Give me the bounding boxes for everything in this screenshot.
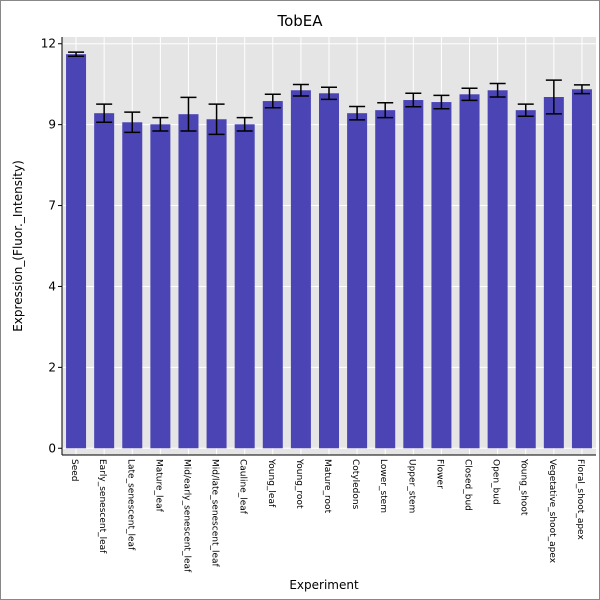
y-tick-label: 2 (48, 360, 56, 374)
error-bar (405, 92, 422, 108)
bar (543, 97, 564, 449)
bar (178, 114, 199, 449)
bar (66, 54, 87, 449)
bar (571, 89, 592, 449)
x-tick-label: Floral_shoot_apex (575, 459, 585, 540)
y-tick-label: 9 (48, 118, 56, 132)
bar (319, 93, 339, 449)
chart-title: TobEA (276, 12, 323, 30)
x-tick-label: Mature_leaf (153, 459, 163, 513)
x-tick-label: Seed (69, 459, 79, 482)
error-bar (321, 86, 337, 101)
x-tick-label: Mid/late_senescent_leaf (210, 459, 220, 568)
x-tick-label: Flower (434, 459, 444, 489)
x-tick-label: Young_root (294, 458, 304, 509)
bar (403, 100, 424, 449)
x-tick-label: Cotyledons (350, 459, 360, 510)
error-bar (208, 103, 225, 136)
x-tick-label: Mature_root (322, 459, 332, 514)
bar (290, 90, 311, 449)
error-bar (377, 101, 394, 119)
x-tick-label: Lower_stem (378, 459, 388, 513)
x-tick-label: Mid/early_senescent_leaf (181, 459, 191, 573)
error-bar (517, 103, 534, 117)
error-bar (264, 93, 281, 109)
x-tick-label: Vegetative_shoot_apex (547, 459, 557, 564)
bar (94, 113, 115, 449)
bar (347, 113, 368, 449)
bar (262, 101, 283, 449)
y-tick-label: 0 (48, 441, 56, 455)
bar (487, 90, 508, 449)
bar (150, 124, 171, 449)
y-axis-label: Expression_(Fluor._Intensity) (11, 160, 25, 332)
x-tick-label: Young_leaf (266, 458, 276, 508)
error-bar (573, 84, 590, 95)
x-tick-label: Young_shoot (519, 458, 529, 516)
error-bar (152, 116, 169, 132)
error-bar (349, 105, 366, 121)
bar (515, 110, 536, 449)
x-tick-label: Open_bud (491, 459, 501, 505)
bar (459, 94, 480, 449)
bar (234, 124, 255, 449)
error-bar (180, 96, 197, 132)
error-bar (545, 79, 562, 115)
y-tick-label: 7 (48, 199, 56, 213)
error-bar (124, 111, 141, 134)
error-bar (236, 116, 253, 132)
x-tick-label: Upper_stem (406, 459, 416, 513)
bar (375, 110, 396, 449)
x-tick-label: Late_senescent_leaf (125, 459, 135, 551)
x-tick-label: Early_senescent_leaf (97, 459, 107, 554)
y-tick-label: 4 (48, 279, 56, 293)
error-bar (461, 87, 478, 102)
bar (431, 102, 452, 449)
error-bar (96, 103, 113, 124)
bar (122, 122, 143, 449)
error-bar (433, 94, 450, 110)
x-tick-label: Cauline_leaf (238, 459, 248, 515)
error-bar (68, 51, 85, 57)
error-bar (489, 82, 506, 98)
x-tick-label: Closed_bud (463, 459, 473, 511)
x-axis-label: Experiment (289, 578, 359, 592)
bar (206, 119, 227, 449)
y-tick-label: 12 (41, 37, 56, 51)
error-bar (292, 83, 309, 97)
